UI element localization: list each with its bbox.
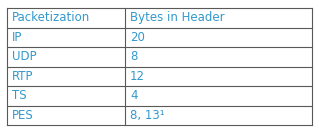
Text: Packetization: Packetization	[12, 11, 90, 24]
Text: PES: PES	[12, 109, 34, 122]
Text: TS: TS	[12, 89, 26, 102]
Text: 8, 13¹: 8, 13¹	[130, 109, 165, 122]
Text: Bytes in Header: Bytes in Header	[130, 11, 225, 24]
Text: IP: IP	[12, 31, 22, 44]
Bar	[7, 8, 312, 125]
Text: RTP: RTP	[12, 70, 33, 83]
Text: 20: 20	[130, 31, 145, 44]
Text: UDP: UDP	[12, 50, 37, 63]
Text: 12: 12	[130, 70, 145, 83]
Text: 8: 8	[130, 50, 137, 63]
Text: 4: 4	[130, 89, 137, 102]
